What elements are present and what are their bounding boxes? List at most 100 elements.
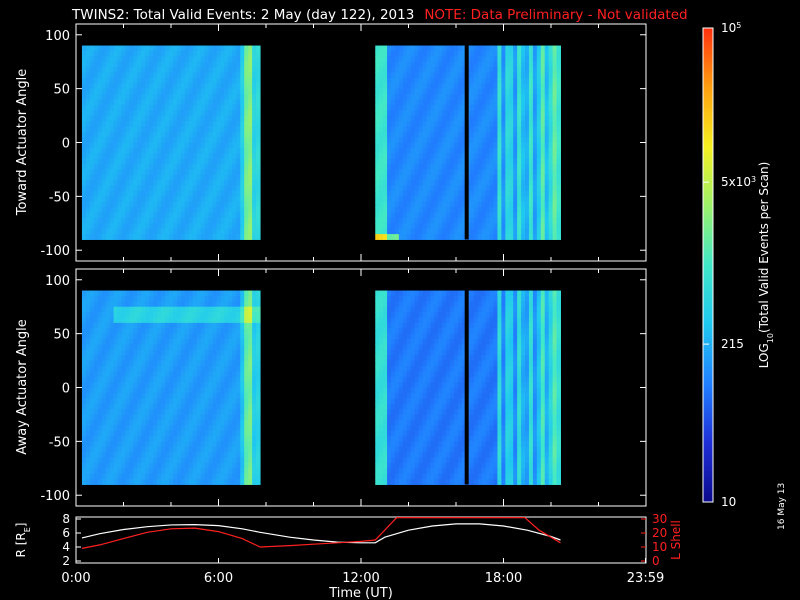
heatmap-cell [477,45,483,52]
heatmap-cell [228,234,233,240]
heatmap-cell [256,295,261,302]
heatmap-cell [145,147,150,154]
heatmap-cell [192,409,198,415]
heatmap-cell [430,164,435,170]
heatmap-cell [513,185,518,192]
heatmap-cell [161,409,166,415]
heatmap-cell [228,153,233,160]
heatmap-cell [153,50,158,57]
heatmap-cell [109,295,115,302]
heatmap-cell [256,61,261,68]
heatmap-cell [375,387,380,394]
heatmap-cell [161,50,166,57]
heatmap-cell [517,94,522,100]
heatmap-cell [220,322,225,329]
heatmap-cell [375,169,380,176]
heatmap-cell [172,45,178,52]
heatmap-cell [216,104,221,111]
heatmap-cell [184,398,190,405]
heatmap-cell [125,137,130,143]
heatmap-cell [473,201,479,208]
heatmap-cell [216,126,221,133]
heatmap-cell [442,158,447,165]
heatmap-cell [454,228,459,235]
heatmap-cell [129,158,134,165]
heatmap-cell [105,414,111,421]
heatmap-cell [240,147,245,154]
heatmap-cell [418,228,424,235]
heatmap-cell [176,322,182,329]
heatmap-cell [394,174,400,181]
heatmap-cell [161,398,166,405]
heatmap-cell [418,153,424,160]
heatmap-cell [105,228,111,235]
heatmap-cell [434,67,439,73]
heatmap-cell [188,190,194,197]
heatmap-cell [256,322,261,329]
heatmap-cell [434,153,439,160]
heatmap-cell [216,228,221,235]
heatmap-cell [208,468,214,475]
heatmap-cell [391,169,396,176]
heatmap-cell [101,120,107,127]
heatmap-cell [188,142,194,149]
heatmap-cell [252,142,257,149]
heatmap-cell [540,77,546,84]
heatmap-cell [204,137,210,143]
heatmap-cell [532,207,538,214]
heatmap-cell [410,99,416,106]
heatmap-cell [141,120,146,127]
heatmap-cell [509,67,514,73]
heatmap-cell [81,201,87,208]
heatmap-cell [513,147,518,154]
heatmap-cell [521,56,526,63]
heatmap-cell [172,120,178,127]
heatmap-cell [240,398,245,405]
heatmap-cell [97,409,103,415]
heatmap-cell [180,190,186,197]
heatmap-cell [458,153,463,160]
heatmap-cell [240,185,245,192]
heatmap-cell [406,67,412,73]
heatmap-cell [149,50,154,57]
heatmap-cell [141,365,146,372]
heatmap-cell [196,349,202,356]
heatmap-cell [176,223,182,230]
heatmap-cell [81,77,87,84]
heatmap-cell [97,185,103,192]
heatmap-cell [89,137,95,143]
heatmap-cell [101,180,107,187]
heatmap-cell [497,190,502,197]
heatmap-cell [414,201,420,208]
heatmap-cell [216,153,221,160]
heatmap-cell [192,452,198,459]
heatmap-cell [461,88,467,95]
heatmap-cell [141,83,146,90]
heatmap-cell [101,328,107,335]
heatmap-cell [149,72,154,79]
heatmap-cell [149,295,154,302]
heatmap-cell [552,77,558,84]
heatmap-cell [220,312,225,318]
heatmap-cell [232,473,237,480]
heatmap-cell [204,301,210,308]
heatmap-cell [493,212,498,219]
heatmap-cell [461,77,467,84]
heatmap-cell [454,83,459,90]
heatmap-cell [220,190,225,197]
heatmap-cell [81,61,87,68]
heatmap-cell [387,223,392,230]
heatmap-cell [169,446,174,453]
heatmap-cell [252,88,257,95]
heatmap-cell [81,164,87,170]
heatmap-cell [137,365,142,372]
heatmap-cell [212,473,218,480]
heatmap-cell [85,131,91,138]
heatmap-cell [398,153,404,160]
heatmap-cell [469,196,475,203]
heatmap-cell [121,441,126,448]
heatmap-cell [149,398,154,405]
heatmap-cell [489,110,494,117]
heatmap-cell [375,371,380,378]
heatmap-cell [161,333,166,340]
